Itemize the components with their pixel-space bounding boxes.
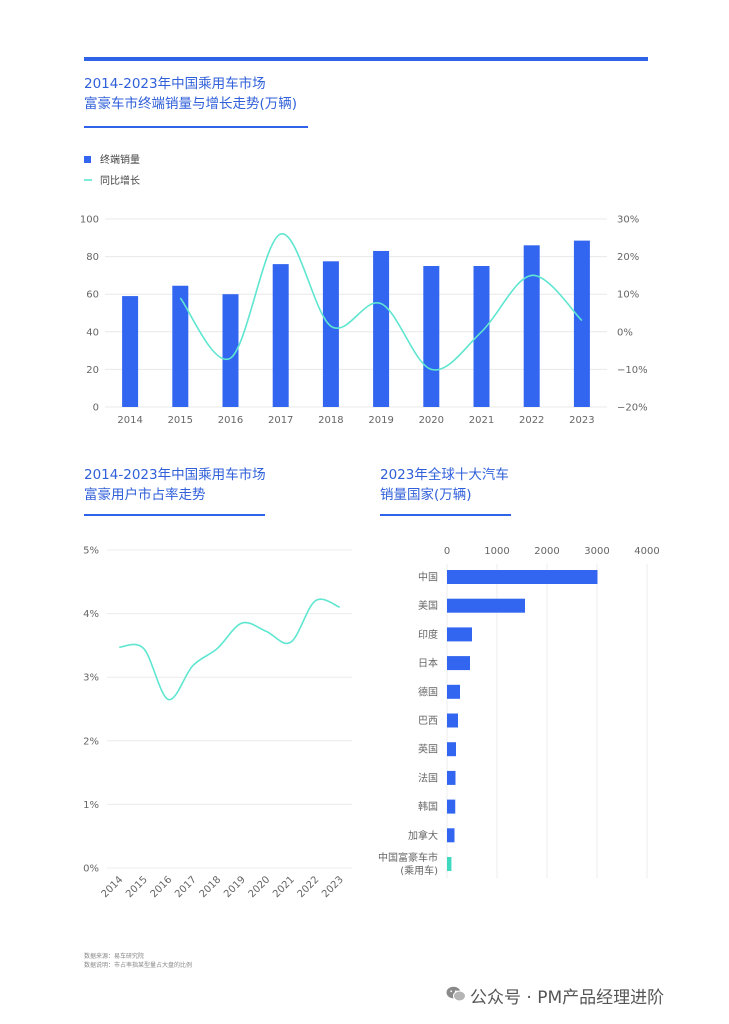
- chart2-xtick-label: 2020: [247, 874, 273, 900]
- watermark-text: 公众号 · PM产品经理进阶: [470, 988, 665, 1008]
- chart2-ytick-label: 3%: [83, 673, 99, 684]
- chart3-title-underline: [380, 514, 511, 516]
- data-explanation-note: 数据说明：市占率指某型量占大盘的比例: [84, 962, 193, 969]
- chart1-xtick-label: 2022: [519, 415, 544, 426]
- chart2-share-line: [119, 598, 341, 701]
- chart1-y2tick-label: 10%: [617, 290, 639, 301]
- chart1-bar: [523, 245, 540, 407]
- chart2-xtick-label: 2014: [100, 874, 126, 900]
- chart3-bar: [447, 627, 472, 642]
- chart1-ytick-label: 20: [86, 365, 99, 376]
- chart1-ytick-label: 80: [86, 252, 99, 263]
- chart3-xtick-label: 0: [444, 546, 450, 557]
- chart3-bar: [447, 598, 525, 613]
- chart1-xtick-label: 2016: [218, 415, 243, 426]
- chart1-xtick-label: 2017: [268, 415, 293, 426]
- chart3-title-line1: 2023年全球十大汽车: [380, 467, 509, 483]
- chart3-title: 2023年全球十大汽车 销量国家(万辆): [380, 465, 509, 505]
- chart1-xtick-label: 2015: [168, 415, 193, 426]
- chart3-category-label: 巴西: [418, 715, 438, 727]
- chart3-bar: [447, 656, 470, 671]
- chart1-title-underline: [84, 126, 308, 128]
- chart3-xtick-label: 2000: [534, 546, 559, 557]
- chart1-xtick-label: 2014: [117, 415, 142, 426]
- chart2-title: 2014-2023年中国乘用车市场 富豪用户市占率走势: [84, 465, 266, 505]
- chart3-bar: [447, 828, 455, 843]
- chart1-xtick-label: 2020: [419, 415, 444, 426]
- chart1-xtick-label: 2021: [469, 415, 494, 426]
- chart1-legend-line-label: 同比增长: [100, 174, 140, 187]
- wechat-icon: [446, 986, 466, 1002]
- chart3-category-label: 日本: [418, 657, 438, 670]
- chart1-y2tick-label: −20%: [617, 403, 648, 414]
- chart2-xtick-label: 2022: [296, 874, 322, 900]
- chart2-xtick-label: 2018: [198, 874, 224, 900]
- chart1-title: 2014-2023年中国乘用车市场 富豪车市终端销量与增长走势(万辆): [84, 74, 297, 114]
- top-accent-bar: [84, 57, 648, 61]
- chart3-title-line2: 销量国家(万辆): [380, 487, 472, 503]
- chart3-category-label: 德国: [418, 685, 438, 698]
- chart1-legend-bar-label: 终端销量: [100, 153, 140, 166]
- chart1-bar: [122, 296, 139, 407]
- chart1-bar: [222, 294, 239, 407]
- chart2-xtick-label: 2015: [124, 874, 150, 900]
- chart1-y2tick-label: 0%: [617, 327, 633, 338]
- chart2-xtick-label: 2017: [173, 874, 199, 900]
- chart1-xtick-label: 2018: [318, 415, 343, 426]
- chart3-category-label: 印度: [418, 628, 438, 641]
- chart2-ytick-label: 0%: [83, 864, 99, 875]
- chart3-xtick-label: 1000: [484, 546, 509, 557]
- chart1-growth-line: [179, 233, 583, 371]
- chart3-bar: [447, 713, 458, 728]
- chart3-category-label: 中国富豪车市: [378, 851, 438, 864]
- chart1-bar: [322, 261, 339, 407]
- chart1-bar: [573, 240, 590, 407]
- chart2-xtick-label: 2021: [271, 874, 297, 900]
- chart1-bar: [423, 266, 440, 407]
- chart1-legend-bar-swatch: [84, 156, 91, 163]
- chart3-bar: [447, 570, 598, 584]
- chart2-ytick-label: 4%: [83, 609, 99, 620]
- chart1-bar: [373, 250, 390, 407]
- chart2-xtick-label: 2016: [149, 874, 175, 900]
- chart2-ytick-label: 5%: [83, 546, 99, 557]
- chart1-ytick-label: 40: [86, 327, 99, 338]
- chart3-bar: [447, 684, 460, 699]
- chart1-ytick-label: 60: [86, 290, 99, 301]
- chart3-category-label: 美国: [418, 599, 438, 612]
- chart3-category-label: 法国: [418, 771, 438, 784]
- chart3-category-label: 韩国: [418, 800, 438, 813]
- chart3-bar: [447, 770, 456, 785]
- chart2-ytick-label: 2%: [83, 736, 99, 747]
- chart2-xtick-label: 2019: [222, 874, 248, 900]
- chart2-xtick-label: 2023: [320, 874, 346, 900]
- chart1-title-line1: 2014-2023年中国乘用车市场: [84, 76, 266, 92]
- chart1-y2tick-label: 20%: [617, 252, 639, 263]
- chart2-title-underline: [84, 514, 265, 516]
- chart1-y2tick-label: −10%: [617, 365, 648, 376]
- chart1-xtick-label: 2023: [569, 415, 594, 426]
- chart1-ytick-label: 0: [93, 403, 99, 414]
- chart3-bar: [447, 857, 452, 871]
- chart1-y2tick-label: 30%: [617, 215, 639, 226]
- chart2-ytick-label: 1%: [83, 800, 99, 811]
- chart1-ytick-label: 100: [80, 215, 99, 226]
- chart1-title-line2: 富豪车市终端销量与增长走势(万辆): [84, 96, 298, 112]
- chart1-bar: [473, 266, 490, 407]
- chart2-title-line1: 2014-2023年中国乘用车市场: [84, 467, 266, 483]
- chart3-category-label: (乘用车): [400, 864, 438, 877]
- chart1-xtick-label: 2019: [368, 415, 393, 426]
- chart3-xtick-label: 3000: [584, 546, 609, 557]
- chart3-category-label: 加拿大: [408, 829, 438, 842]
- chart1-bar: [172, 285, 189, 407]
- chart3-category-label: 中国: [418, 571, 438, 584]
- chart3-category-label: 英国: [418, 743, 438, 756]
- chart3-bar: [447, 799, 456, 814]
- chart3-xtick-label: 4000: [634, 546, 659, 557]
- chart2-title-line2: 富豪用户市占率走势: [84, 487, 206, 503]
- chart1-bar: [272, 264, 289, 407]
- data-source-note: 数据来源：易车研究院: [84, 953, 145, 960]
- chart3-bar: [447, 742, 456, 757]
